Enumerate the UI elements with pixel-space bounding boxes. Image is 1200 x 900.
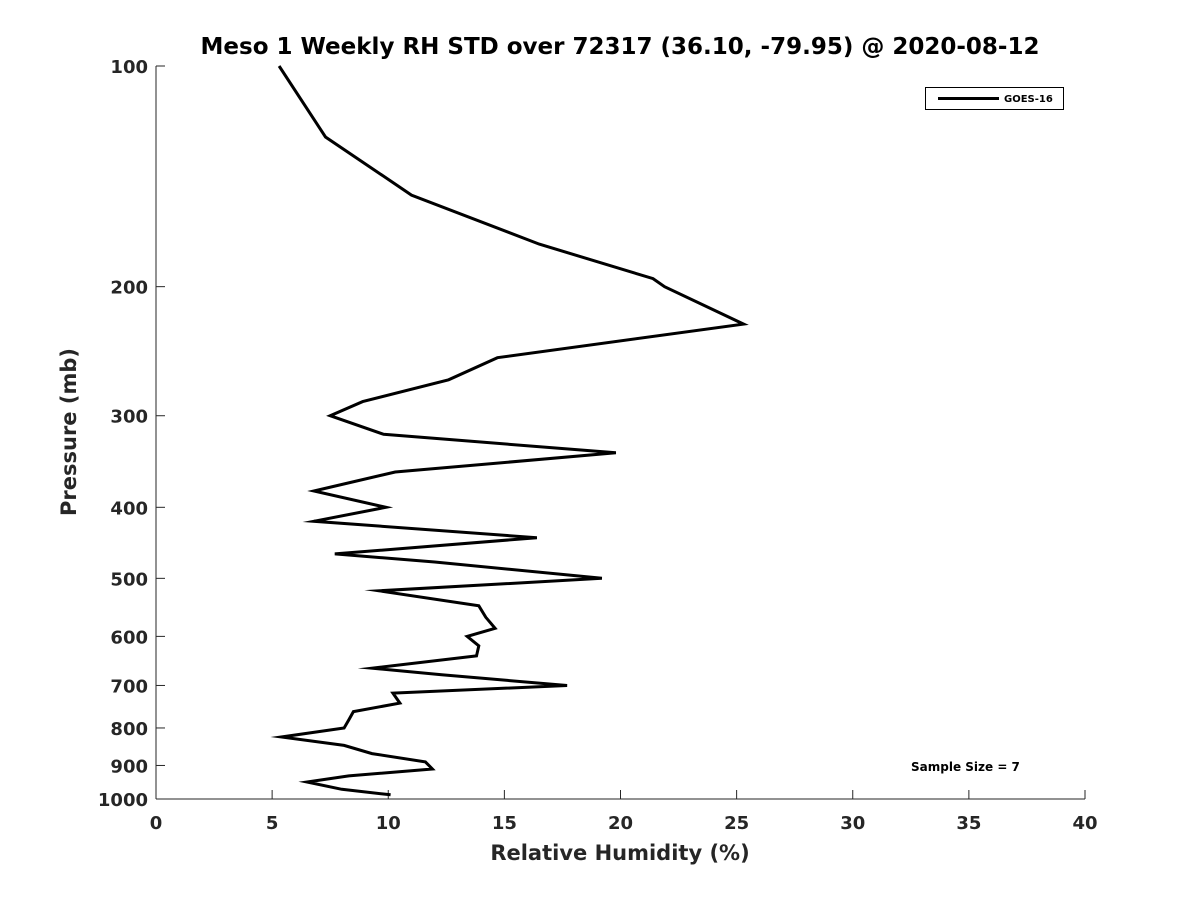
y-tick-label: 300	[110, 407, 148, 428]
axes	[155, 66, 1085, 800]
x-axis-ticks: 0 5 10 15 20 25 30 35 40	[150, 790, 1098, 834]
y-tick-label: 1000	[98, 790, 148, 811]
x-tick-label: 40	[1072, 813, 1097, 834]
y-tick-label: 900	[110, 756, 148, 777]
y-tick-label: 800	[110, 719, 148, 740]
y-tick-label: 500	[110, 569, 148, 590]
x-tick-label: 35	[956, 813, 981, 834]
y-axis-label: Pressure (mb)	[57, 348, 81, 516]
legend-label-goes-16: GOES-16	[1004, 94, 1053, 105]
x-tick-label: 30	[840, 813, 865, 834]
x-tick-label: 15	[492, 813, 517, 834]
y-tick-label: 100	[110, 57, 148, 78]
x-tick-label: 5	[266, 813, 279, 834]
x-tick-label: 0	[150, 813, 163, 834]
y-tick-label: 600	[110, 627, 148, 648]
sample-size-annotation: Sample Size = 7	[911, 760, 1020, 774]
x-axis-label: Relative Humidity (%)	[490, 841, 749, 865]
x-tick-label: 10	[376, 813, 401, 834]
y-tick-label: 700	[110, 676, 148, 697]
x-tick-label: 25	[724, 813, 749, 834]
y-tick-label: 200	[110, 278, 148, 299]
x-tick-label: 20	[608, 813, 633, 834]
chart-title: Meso 1 Weekly RH STD over 72317 (36.10, …	[201, 34, 1040, 60]
series-line-goes-16	[270, 65, 749, 797]
series-layer	[270, 65, 749, 797]
legend: GOES-16	[925, 87, 1064, 110]
y-tick-label: 400	[110, 498, 148, 519]
y-axis-ticks: 100 200 300 400 500 600 700 800 900 1000	[98, 57, 165, 811]
